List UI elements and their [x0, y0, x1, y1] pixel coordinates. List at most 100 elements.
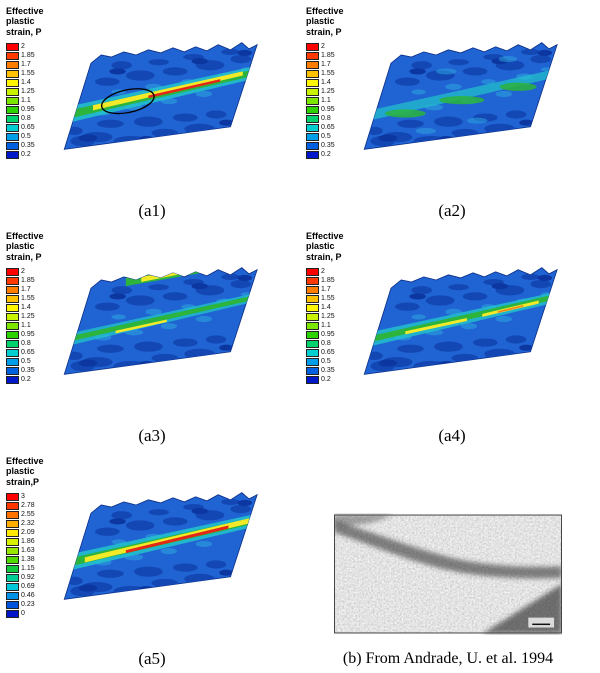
legend-color-swatch	[6, 591, 19, 600]
legend-value: 0.35	[321, 142, 335, 150]
micrograph-caption: (b) From Andrade, U. et al. 1994	[342, 650, 554, 667]
legend-value: 0.5	[21, 358, 31, 366]
legend-color-swatch	[6, 492, 19, 501]
legend-value: 0.95	[321, 331, 335, 339]
legend-value: 1.85	[321, 277, 335, 285]
contour-plot-a1	[54, 18, 290, 172]
legend-color-swatch	[6, 150, 19, 159]
legend-value: 0.95	[21, 331, 35, 339]
legend-entry: 1.1	[306, 96, 354, 105]
legend-color-swatch	[306, 105, 319, 114]
legend-color-swatch	[306, 150, 319, 159]
legend-color-swatch	[306, 96, 319, 105]
legend-title: Effective plastic strain, P	[6, 6, 44, 37]
legend-value: 1.1	[21, 322, 31, 330]
legend-color-swatch	[306, 312, 319, 321]
legend-color-swatch	[6, 375, 19, 384]
legend-entry: 1.85	[6, 51, 54, 60]
legend-value: 0.8	[321, 340, 331, 348]
legend-value: 0	[21, 610, 25, 618]
plot-area-a4: Effective plastic strain, P 2 1.85 1.7 1.55…	[306, 229, 598, 422]
legend-color-swatch	[6, 303, 19, 312]
legend-entry: 0.69	[6, 582, 54, 591]
legend-entry: 1.7	[6, 285, 54, 294]
legend-entry: 0.95	[6, 330, 54, 339]
legend-value: 1.4	[321, 79, 331, 87]
legend-value: 2	[321, 43, 325, 51]
legend-entry: 1.55	[306, 69, 354, 78]
legend-entry: 2.09	[6, 528, 54, 537]
legend-value: 1.25	[321, 88, 335, 96]
legend-entry: 1.1	[6, 321, 54, 330]
legend-value: 1.63	[21, 547, 35, 555]
legend-entry: 1.25	[306, 87, 354, 96]
legend-value: 1.25	[21, 313, 35, 321]
legend-entry: 1.1	[6, 96, 54, 105]
legend-value: 0.8	[21, 115, 31, 123]
legend-entry: 1.4	[6, 78, 54, 87]
legend-color-swatch	[6, 519, 19, 528]
legend-entry: 1.55	[6, 69, 54, 78]
legend-value: 1.55	[21, 295, 35, 303]
legend-color-swatch	[6, 105, 19, 114]
legend-entry: 0.5	[306, 132, 354, 141]
legend-color-swatch	[6, 357, 19, 366]
legend-color-swatch	[6, 573, 19, 582]
legend-color-swatch	[6, 339, 19, 348]
legend-value: 1.15	[21, 565, 35, 573]
legend-entry: 1.55	[306, 294, 354, 303]
legend-value: 0.2	[321, 376, 331, 384]
legend-entry: 2	[306, 267, 354, 276]
panel-a3: Effective plastic strain, P 2 1.85 1.7 1.55…	[0, 225, 300, 450]
legend-value: 0.5	[21, 133, 31, 141]
legend-color-swatch	[306, 267, 319, 276]
legend-color-swatch	[6, 501, 19, 510]
legend-value: 0.65	[321, 349, 335, 357]
legend-entry: 2.55	[6, 510, 54, 519]
legend-entry: 1.7	[306, 285, 354, 294]
legend-value: 0.8	[21, 340, 31, 348]
legend-value: 2	[321, 268, 325, 276]
legend-value: 1.55	[21, 70, 35, 78]
legend-entry: 0.95	[306, 330, 354, 339]
shear-band	[64, 65, 258, 125]
legend-color-swatch	[6, 312, 19, 321]
legend-color-swatch	[6, 294, 19, 303]
legend-color-swatch	[6, 366, 19, 375]
legend-entry: 0.35	[6, 366, 54, 375]
legend-color-swatch	[6, 87, 19, 96]
legend-value: 1.7	[321, 61, 331, 69]
shear-band	[364, 56, 558, 134]
legend-color-swatch	[306, 285, 319, 294]
legend-color-swatch	[306, 375, 319, 384]
panel-a5: Effective plastic strain,P 3 2.78 2.55 2.32…	[0, 450, 300, 673]
legend-entry: 1.85	[306, 276, 354, 285]
legend-color-swatch	[306, 132, 319, 141]
legend-color-swatch	[6, 330, 19, 339]
legend-value: 3	[21, 493, 25, 501]
legend-entry: 2	[6, 267, 54, 276]
plot-area-a1: Effective plastic strain, P 2 1.85 1.7 1.55…	[6, 4, 298, 197]
scale-bar	[528, 617, 555, 628]
legend-a2: Effective plastic strain, P 2 1.85 1.7 1.55…	[306, 4, 354, 197]
panel-caption: (a4)	[438, 426, 466, 445]
legend-entry: 1.85	[6, 276, 54, 285]
legend-value: 1.85	[321, 52, 335, 60]
legend-color-swatch	[306, 87, 319, 96]
legend-entry: 1.86	[6, 537, 54, 546]
legend-value: 0.95	[321, 106, 335, 114]
legend-value: 1.7	[21, 286, 31, 294]
legend-title: Effective plastic strain, P	[306, 6, 344, 37]
legend-a5: Effective plastic strain,P 3 2.78 2.55 2.32…	[6, 454, 54, 645]
legend-color-swatch	[306, 339, 319, 348]
legend-colorbar: 2 1.85 1.7 1.55 1.4 1.25 1.1 0.95 0.8 0.65 0.5 0.35…	[6, 267, 54, 384]
legend-value: 0.23	[21, 601, 35, 609]
legend-color-swatch	[6, 51, 19, 60]
legend-entry: 0.5	[6, 357, 54, 366]
legend-color-swatch	[306, 357, 319, 366]
legend-entry: 0.92	[6, 573, 54, 582]
legend-color-swatch	[6, 285, 19, 294]
legend-entry: 2.32	[6, 519, 54, 528]
plot-area-a2: Effective plastic strain, P 2 1.85 1.7 1.55…	[306, 4, 598, 197]
